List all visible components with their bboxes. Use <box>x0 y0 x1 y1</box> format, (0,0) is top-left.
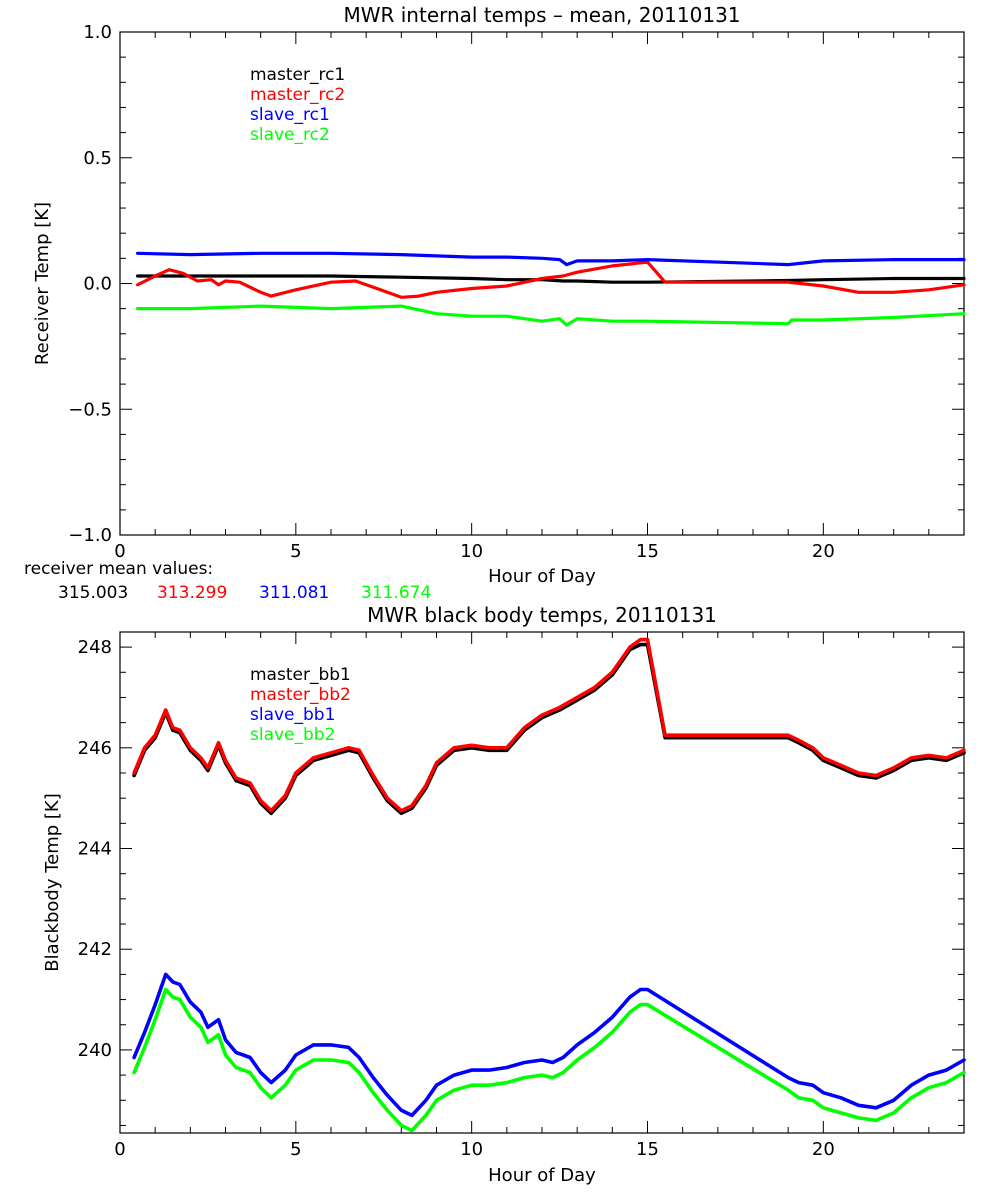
receiver-mean-values: receiver mean values: 315.003 313.299 31… <box>24 559 431 603</box>
y-tick-label: 240 <box>78 1040 112 1061</box>
y-tick-label: −0.5 <box>68 399 112 420</box>
x-tick-label: 5 <box>290 1139 301 1160</box>
series-line-slave_bb1 <box>132 972 966 1118</box>
x-tick-label: 10 <box>460 541 483 562</box>
y-axis-label: Blackbody Temp [K] <box>42 793 63 971</box>
x-tick-label: 5 <box>290 541 301 562</box>
legend-entry-slave_rc1: slave_rc1 <box>250 105 330 125</box>
y-tick-label: 242 <box>78 939 112 960</box>
receiver-mean-value-3: 311.081 <box>259 583 329 603</box>
y-tick-label: 248 <box>78 637 112 658</box>
y-tick-label: 0.0 <box>83 274 112 295</box>
y-tick-label: 244 <box>78 839 112 860</box>
y-tick-label: −1.0 <box>68 525 112 546</box>
series-line-master_rc2 <box>136 260 966 299</box>
chart-title: MWR internal temps – mean, 20110131 <box>343 3 740 27</box>
x-tick-label: 0 <box>114 1139 125 1160</box>
legend-entry-master_rc1: master_rc1 <box>250 65 345 85</box>
y-axis-label: Receiver Temp [K] <box>32 202 53 365</box>
receiver-temps-chart: 0 5 10 15 20 −1.0 −0.5 0.0 0.5 1.0 master_rc1maste… <box>32 3 966 587</box>
legend-entry-master_bb2: master_bb2 <box>250 685 351 705</box>
y-tick-label: 0.5 <box>83 148 112 169</box>
x-tick-label: 0 <box>114 541 125 562</box>
y-tick-label: 246 <box>78 738 112 759</box>
blackbody-temps-chart: 0 5 10 15 20 240 242 244 246 248 master_bb1master_… <box>42 603 966 1186</box>
legend-entry-slave_bb1: slave_bb1 <box>250 705 335 725</box>
series-line-slave_rc1 <box>136 251 966 267</box>
series-line-slave_rc2 <box>136 304 966 327</box>
legend-entry-slave_rc2: slave_rc2 <box>250 125 330 145</box>
x-axis-label: Hour of Day <box>488 1165 596 1186</box>
x-tick-label: 10 <box>460 1139 483 1160</box>
x-tick-label: 20 <box>812 541 835 562</box>
x-axis-label: Hour of Day <box>488 566 596 587</box>
receiver-mean-value-4: 311.674 <box>361 583 431 603</box>
y-tick-label: 1.0 <box>83 22 112 43</box>
receiver-mean-value-2: 313.299 <box>157 583 227 603</box>
chart-title: MWR black body temps, 20110131 <box>367 603 717 627</box>
x-tick-label: 15 <box>636 1139 659 1160</box>
legend-entry-slave_bb2: slave_bb2 <box>250 725 335 745</box>
legend-entry-master_rc2: master_rc2 <box>250 85 345 105</box>
x-tick-label: 15 <box>636 541 659 562</box>
series-line-master_rc1 <box>136 274 966 284</box>
series-line-master_bb2 <box>132 637 966 813</box>
receiver-mean-value-1: 315.003 <box>58 583 128 603</box>
legend-entry-master_bb1: master_bb1 <box>250 665 351 685</box>
receiver-mean-values-label: receiver mean values: <box>24 559 213 579</box>
series-line-slave_bb2 <box>132 987 966 1133</box>
x-tick-label: 20 <box>812 1139 835 1160</box>
